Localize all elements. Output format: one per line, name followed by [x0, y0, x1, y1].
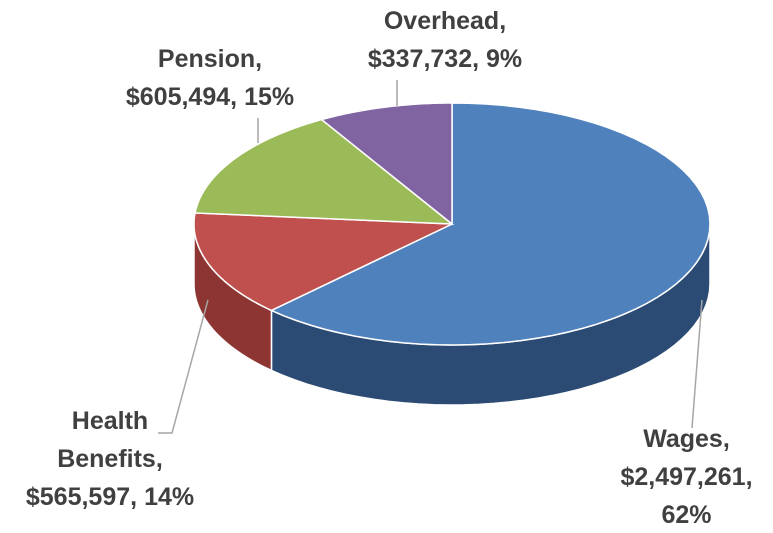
- category-label: Wages: [643, 425, 723, 453]
- data-label: Pension, $605,494, 15%: [100, 40, 320, 116]
- value-label: $2,497,261: [620, 463, 746, 491]
- separator: ,: [155, 445, 163, 473]
- separator: ,: [130, 483, 138, 511]
- leader-line: [158, 299, 209, 434]
- separator: ,: [230, 83, 238, 111]
- data-label: Wages, $2,497,261, 62%: [600, 420, 773, 533]
- category-label: Overhead: [383, 7, 500, 35]
- percent-label: 14%: [144, 483, 195, 511]
- category-label: Health Benefits: [57, 407, 156, 473]
- slice: [194, 118, 455, 225]
- percent-label: 9%: [486, 45, 523, 73]
- data-label: Overhead, $337,732, 9%: [330, 2, 560, 78]
- separator: ,: [499, 7, 507, 35]
- slice: [320, 102, 453, 226]
- separator: ,: [472, 45, 480, 73]
- separator: ,: [255, 45, 263, 73]
- value-label: $605,494: [125, 83, 231, 111]
- percent-label: 62%: [661, 501, 712, 529]
- value-label: $337,732: [367, 45, 473, 73]
- percent-label: 15%: [244, 83, 295, 111]
- separator: ,: [722, 425, 730, 453]
- leader-line: [691, 299, 703, 429]
- category-label: Pension: [157, 45, 256, 73]
- slice: [193, 212, 453, 312]
- data-label: Health Benefits, $565,597, 14%: [0, 402, 220, 516]
- separator: ,: [745, 463, 753, 491]
- value-label: $565,597: [25, 483, 131, 511]
- slice: [269, 102, 711, 346]
